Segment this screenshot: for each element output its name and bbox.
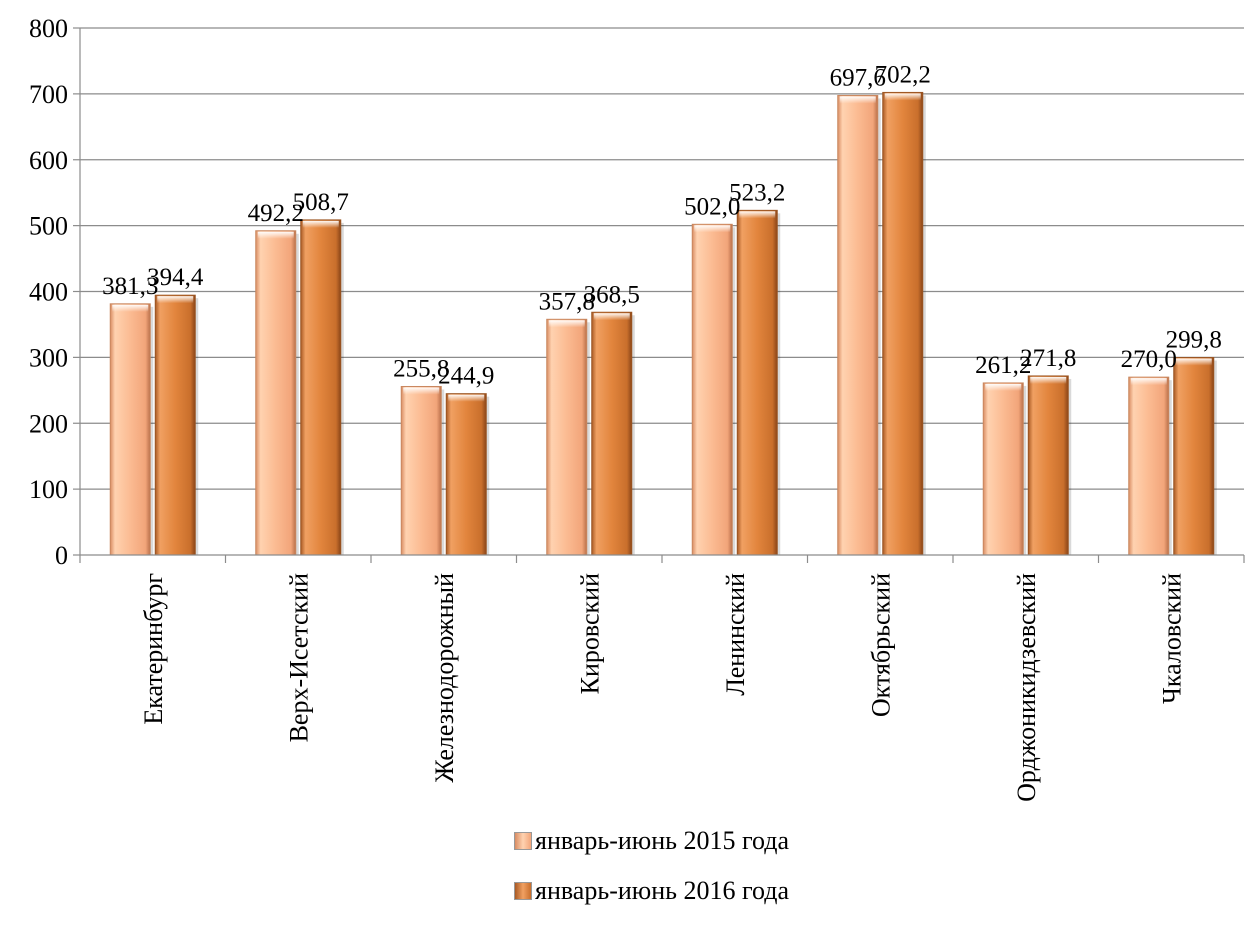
bar-2015: [546, 318, 588, 556]
bar-highlight: [1175, 358, 1212, 366]
data-label: 492,2: [248, 200, 304, 227]
bar-2016: [1173, 357, 1215, 556]
bar-highlight: [302, 220, 339, 228]
bar-2015: [1128, 376, 1170, 556]
x-category-label: Верх-Исетский: [284, 573, 313, 742]
bar-2016: [445, 393, 487, 556]
bar-highlight: [839, 96, 876, 104]
x-category-label: Кировский: [575, 573, 604, 694]
x-category-label: Чкаловский: [1157, 573, 1186, 704]
legend-item-2016: январь-июнь 2016 года: [514, 876, 789, 906]
bar-2016: [154, 294, 196, 556]
bar-2015: [982, 382, 1024, 556]
data-label: 299,8: [1166, 327, 1222, 354]
bar-2016: [591, 311, 633, 556]
bar-highlight: [593, 313, 630, 321]
bar-2015: [837, 94, 879, 556]
data-label: 270,0: [1121, 346, 1177, 373]
legend-swatch-2016: [514, 882, 532, 900]
legend-item-2015: январь-июнь 2015 года: [514, 826, 789, 856]
x-category-label: Ленинский: [721, 573, 750, 696]
data-label: 697,6: [830, 64, 886, 91]
y-axis-tick-labels: 0 100 200 300 400 500 600 700 800: [29, 14, 68, 570]
y-tick-label: 100: [29, 475, 68, 504]
data-label: 261,2: [975, 352, 1031, 379]
data-label: 702,2: [875, 61, 931, 88]
bar-2016: [300, 219, 342, 556]
bar-2015: [400, 385, 442, 556]
y-tick-label: 700: [29, 80, 68, 109]
bar-2015: [255, 230, 297, 556]
bar-highlight: [403, 387, 440, 395]
data-label: 508,7: [293, 189, 349, 216]
bar-highlight: [884, 93, 921, 101]
bar-2015: [691, 223, 733, 556]
y-tick-label: 0: [55, 541, 68, 570]
bar-2016: [736, 209, 778, 556]
data-label: 523,2: [729, 179, 785, 206]
bar-highlight: [1130, 378, 1167, 386]
bar-2016: [1027, 375, 1069, 556]
y-tick-label: 400: [29, 278, 68, 307]
y-tick-label: 800: [29, 14, 68, 43]
data-label: 255,8: [393, 355, 449, 382]
bar-highlight: [985, 383, 1022, 391]
data-label: 368,5: [584, 281, 640, 308]
x-category-label: Орджоникидзевский: [1012, 573, 1041, 802]
bar-2015: [109, 303, 151, 556]
y-tick-label: 500: [29, 212, 68, 241]
bar-highlight: [1030, 376, 1067, 384]
data-label: 271,8: [1020, 345, 1076, 372]
bars: [109, 91, 1217, 556]
bar-highlight: [448, 394, 485, 402]
axes: [79, 28, 1245, 563]
data-label: 357,8: [539, 288, 595, 315]
x-axis-category-labels: Екатеринбург Верх-Исетский Железнодорожный…: [139, 573, 1187, 802]
legend-label-2015: январь-июнь 2015 года: [535, 826, 790, 855]
bar-highlight: [112, 304, 149, 312]
y-tick-label: 300: [29, 343, 68, 372]
data-label: 394,4: [147, 264, 204, 291]
y-tick-label: 200: [29, 409, 68, 438]
legend-label-2016: январь-июнь 2016 года: [535, 876, 790, 905]
x-category-label: Октябрьский: [866, 573, 895, 717]
legend-swatch-2015: [514, 832, 532, 850]
bar-highlight: [257, 231, 294, 239]
bar-highlight: [739, 211, 776, 219]
bar-highlight: [157, 296, 194, 304]
data-label: 244,9: [438, 363, 494, 390]
y-tick-label: 600: [29, 146, 68, 175]
bar-highlight: [694, 225, 731, 233]
x-category-label: Екатеринбург: [139, 573, 168, 725]
data-label: 502,0: [684, 193, 740, 220]
x-category-label: Железнодорожный: [430, 573, 459, 783]
bar-2016: [882, 91, 924, 556]
data-label: 381,3: [102, 273, 158, 300]
bar-highlight: [548, 320, 585, 328]
